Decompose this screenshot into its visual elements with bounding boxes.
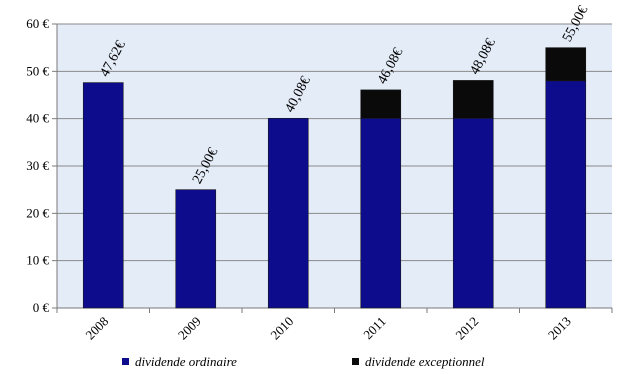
y-tick-label: 60 € (26, 16, 49, 31)
x-tick-label-2011: 2011 (360, 314, 389, 343)
x-tick-label-2008: 2008 (82, 314, 111, 343)
x-tick-label-2012: 2012 (452, 314, 481, 343)
x-tick-label-2010: 2010 (267, 314, 296, 343)
grid-lines (57, 23, 612, 309)
bar-exceptionnel-2011 (360, 89, 402, 119)
legend-swatch-ordinaire (122, 358, 129, 365)
bar-ordinaire-2008 (82, 82, 124, 309)
y-tick-label: 0 € (33, 300, 50, 315)
bar-ordinaire-2012 (452, 117, 494, 309)
bar-ordinaire-2009 (175, 189, 217, 309)
bar-ordinaire-2011 (360, 117, 402, 309)
bar-exceptionnel-2012 (452, 80, 494, 119)
legend-swatch-exceptionnel (352, 358, 359, 365)
y-tick-label: 30 € (26, 158, 49, 173)
y-tick-label: 10 € (26, 253, 49, 268)
y-tick-label: 50 € (26, 63, 49, 78)
y-tick-label: 20 € (26, 205, 49, 220)
x-tick-label-2013: 2013 (545, 314, 574, 343)
bar-ordinaire-2010 (267, 117, 309, 309)
bar-exceptionnel-2013 (545, 47, 587, 82)
legend: dividende ordinaire dividende exceptionne… (122, 354, 485, 369)
x-tick-label-2009: 2009 (175, 314, 204, 343)
bar-ordinaire-2013 (545, 80, 587, 309)
legend-label-ordinaire: dividende ordinaire (135, 354, 237, 369)
legend-label-exceptionnel: dividende exceptionnel (365, 354, 485, 369)
bars (82, 47, 587, 309)
y-tick-label: 40 € (26, 111, 49, 126)
